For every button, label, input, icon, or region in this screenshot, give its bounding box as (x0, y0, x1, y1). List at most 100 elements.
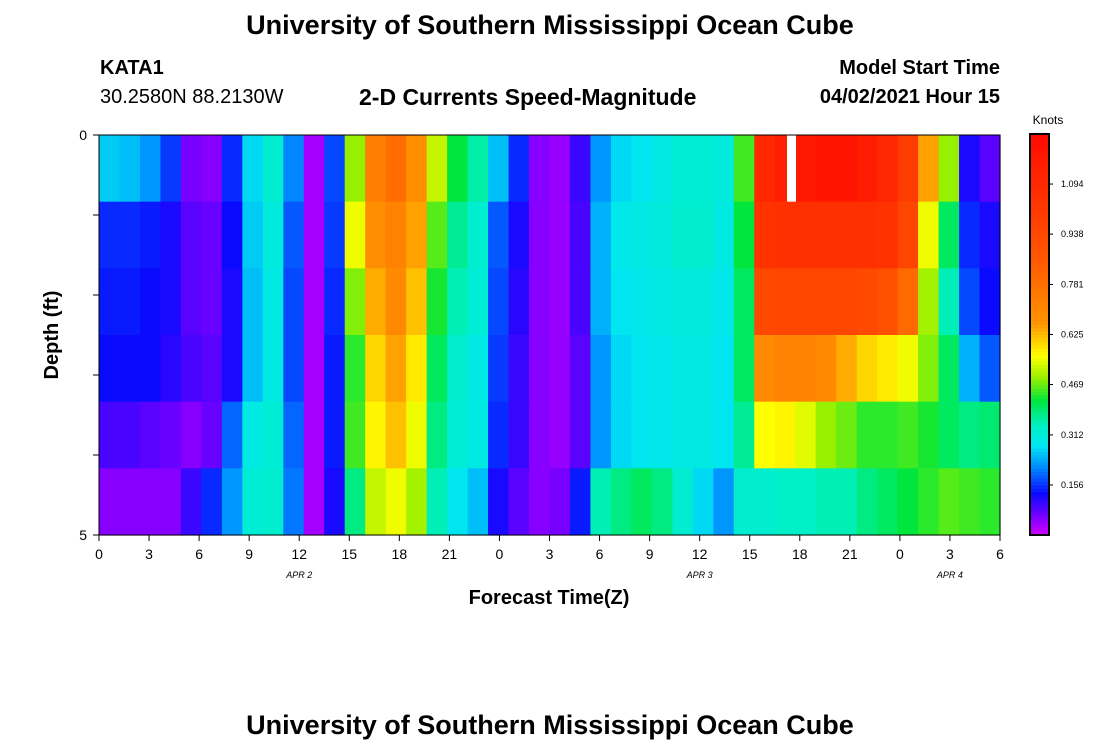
heatmap-cell (99, 268, 121, 336)
heatmap-cell (815, 335, 837, 403)
colorbar-swatch (1030, 374, 1049, 379)
colorbar-tick-label: 1.094 (1061, 179, 1084, 189)
colorbar-swatch (1030, 397, 1049, 402)
heatmap-cell (119, 135, 141, 203)
heatmap-cell (447, 268, 469, 336)
colorbar-swatch (1030, 347, 1049, 352)
heatmap-cell (201, 268, 223, 336)
colorbar-swatch (1030, 364, 1049, 369)
heatmap-cell (201, 201, 223, 269)
heatmap-cell (426, 201, 448, 269)
heatmap-cell (99, 401, 121, 469)
heatmap-cell (631, 135, 653, 203)
heatmap-cell (631, 401, 653, 469)
colorbar-swatch (1030, 207, 1049, 212)
heatmap-cell (283, 401, 305, 469)
heatmap-cell (447, 468, 469, 536)
heatmap-cell (959, 401, 981, 469)
colorbar-swatch (1030, 391, 1049, 396)
colorbar-swatch (1030, 230, 1049, 235)
heatmap-cell (426, 335, 448, 403)
colorbar-swatch (1030, 377, 1049, 382)
heatmap-cell (344, 268, 366, 336)
colorbar-swatch (1030, 234, 1049, 239)
heatmap-cell (713, 201, 735, 269)
heatmap-cell (488, 401, 510, 469)
colorbar-swatch (1030, 297, 1049, 302)
heatmap-cell (877, 468, 899, 536)
colorbar-swatch (1030, 250, 1049, 255)
heatmap-cell (201, 335, 223, 403)
colorbar-swatch (1030, 157, 1049, 162)
heatmap-cell (836, 135, 858, 203)
heatmap-cell (303, 468, 325, 536)
heatmap-cell (201, 468, 223, 536)
heatmap-cell (856, 468, 878, 536)
colorbar-swatch (1030, 428, 1049, 432)
colorbar-swatch (1030, 277, 1049, 282)
heatmap-cell (897, 201, 919, 269)
x-tick-label: 3 (946, 546, 954, 562)
colorbar-swatch (1030, 528, 1049, 533)
colorbar-swatch (1030, 367, 1049, 372)
heatmap-cell (467, 135, 489, 203)
heatmap-cell (713, 335, 735, 403)
colorbar-swatch (1030, 484, 1049, 489)
heatmap-cell (508, 335, 530, 403)
heatmap-cell (406, 401, 428, 469)
colorbar-swatch (1030, 491, 1049, 496)
heatmap-cell (692, 468, 714, 536)
heatmap-cell (672, 335, 694, 403)
x-tick-label: 12 (291, 546, 307, 562)
colorbar-swatch (1030, 361, 1049, 366)
heatmap-cell (590, 201, 612, 269)
heatmap-cell (529, 268, 551, 336)
colorbar-swatch (1030, 220, 1049, 225)
heatmap-cell (467, 201, 489, 269)
heatmap-cell (938, 401, 960, 469)
heatmap-cell (979, 268, 1001, 336)
colorbar-swatch (1030, 334, 1049, 339)
date-label: APR 3 (686, 570, 713, 580)
heatmap-cell (160, 135, 182, 203)
colorbar-swatch (1030, 271, 1049, 275)
heatmap-cell (754, 401, 776, 469)
heatmap-cell (713, 401, 735, 469)
heatmap-cell (590, 335, 612, 403)
x-tick-label: 12 (692, 546, 708, 562)
heatmap-cell (242, 335, 264, 403)
colorbar-swatch (1030, 354, 1049, 359)
heatmap-cell (508, 201, 530, 269)
heatmap-cell (365, 268, 387, 336)
date-label: APR 4 (936, 570, 963, 580)
heatmap-cell (221, 401, 243, 469)
heatmap-cell (283, 335, 305, 403)
heatmap-cell (569, 468, 592, 536)
heatmap-cell (590, 468, 612, 536)
heatmap-cell (242, 401, 264, 469)
heatmap-cell (426, 135, 448, 203)
heatmap-cell (139, 201, 162, 269)
colorbar-swatch (1030, 501, 1049, 506)
heatmap-cell (713, 468, 735, 536)
colorbar-swatch (1030, 451, 1049, 456)
y-tick-label: 0 (79, 127, 87, 143)
heatmap-cell (795, 268, 817, 336)
heatmap-cell (242, 135, 264, 203)
colorbar-swatch (1030, 448, 1049, 452)
colorbar-swatch (1030, 301, 1049, 305)
date-label: APR 2 (285, 570, 312, 580)
colorbar-swatch (1030, 394, 1049, 399)
heatmap-cell (733, 468, 755, 536)
heatmap-cell (119, 401, 141, 469)
missing-data-gap (787, 135, 796, 202)
heatmap-cell (99, 135, 121, 203)
colorbar-swatch (1030, 381, 1049, 386)
heatmap-cell (119, 201, 141, 269)
colorbar-swatch (1030, 514, 1049, 519)
colorbar-swatch (1030, 284, 1049, 289)
heatmap-cell (201, 135, 223, 203)
x-tick-label: 9 (646, 546, 654, 562)
heatmap-cell (979, 401, 1001, 469)
colorbar-swatch (1030, 458, 1049, 462)
